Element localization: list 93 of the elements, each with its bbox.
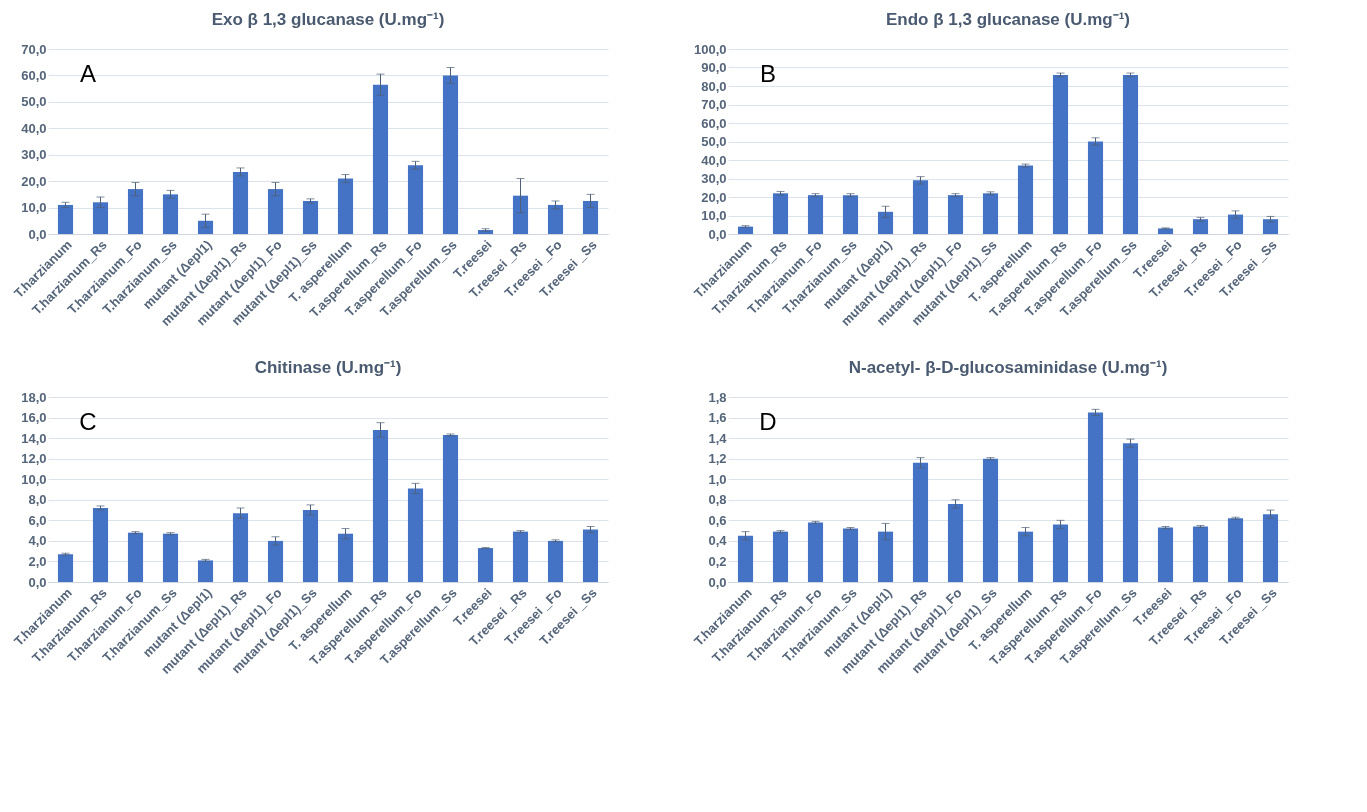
bar	[842, 528, 859, 582]
bar	[1052, 74, 1069, 234]
bar	[337, 178, 354, 234]
y-tick-label: 60,0	[701, 115, 727, 131]
y-tick-label: 80,0	[701, 78, 727, 94]
y-tick-label: 50,0	[21, 94, 47, 110]
bar	[807, 522, 824, 582]
bar	[162, 194, 179, 234]
chart-title: Chitinase (U.mg⁻¹)	[254, 358, 402, 377]
bar	[512, 195, 529, 234]
bar	[302, 510, 319, 582]
bar	[477, 548, 494, 582]
y-tick-label: 1,2	[708, 451, 727, 467]
bar	[127, 189, 144, 234]
bar	[1262, 514, 1279, 582]
bar	[372, 84, 389, 234]
y-tick-label: 20,0	[701, 189, 727, 205]
bar	[337, 533, 354, 582]
bar	[842, 195, 859, 234]
y-tick-label: 0,4	[708, 533, 728, 549]
bar	[1157, 527, 1174, 582]
y-tick-label: 10,0	[21, 471, 47, 487]
y-tick-label: 14,0	[21, 430, 47, 446]
y-tick-label: 18,0	[21, 389, 47, 405]
bar	[197, 560, 214, 582]
bar	[1017, 531, 1034, 582]
bar	[127, 532, 144, 582]
y-tick-label: 60,0	[21, 67, 47, 83]
y-tick-label: 1,4	[708, 430, 728, 446]
y-tick-label: 0,0	[708, 574, 727, 590]
chart-title: N-acetyl- β-D-glucosaminidase (U.mg⁻¹)	[848, 358, 1168, 377]
y-tick-label: 30,0	[701, 171, 727, 186]
annotation: D	[759, 408, 777, 435]
bar	[912, 462, 929, 582]
bar	[92, 202, 109, 234]
bar	[372, 429, 389, 582]
y-tick-label: 0,8	[708, 492, 727, 508]
y-tick-label: 2,0	[28, 553, 47, 569]
y-tick-label: 0,0	[28, 226, 47, 242]
bar	[407, 488, 424, 582]
annotation: C	[79, 408, 97, 435]
y-tick-label: 100,0	[693, 41, 727, 57]
y-tick-label: 90,0	[701, 60, 727, 75]
chart-title: Endo β 1,3 glucanase (U.mg⁻¹)	[885, 10, 1131, 29]
bar	[547, 540, 564, 582]
y-tick-label: 6,0	[28, 512, 47, 528]
y-tick-label: 20,0	[21, 173, 47, 189]
bar	[442, 435, 459, 582]
bar	[582, 529, 599, 582]
y-tick-label: 1,8	[708, 389, 727, 405]
y-tick-label: 10,0	[21, 200, 47, 216]
y-tick-label: 50,0	[701, 134, 727, 149]
y-tick-label: 1,0	[708, 471, 727, 487]
y-tick-label: 8,0	[28, 492, 47, 508]
y-tick-label: 40,0	[701, 152, 727, 168]
bar	[162, 533, 179, 582]
y-tick-label: 0,0	[28, 574, 47, 590]
bar	[1227, 518, 1244, 582]
bar	[877, 531, 894, 582]
bar	[772, 531, 789, 582]
bar	[947, 195, 964, 234]
y-tick-label: 40,0	[21, 120, 47, 136]
bar	[1052, 524, 1069, 582]
annotation: A	[79, 60, 97, 87]
bar	[267, 189, 284, 234]
bar	[1122, 74, 1139, 234]
bar	[1192, 526, 1209, 582]
y-tick-label: 30,0	[21, 147, 47, 163]
annotation: B	[759, 60, 777, 87]
bar	[232, 513, 249, 582]
chart-title: Exo β 1,3 glucanase (U.mg⁻¹)	[211, 10, 445, 29]
bar	[442, 75, 459, 234]
bar	[1122, 443, 1139, 582]
y-tick-label: 4,0	[28, 533, 47, 549]
bar	[982, 193, 999, 234]
y-tick-label: 12,0	[21, 451, 47, 467]
y-tick-label: 10,0	[701, 208, 727, 223]
y-tick-label: 0,0	[708, 226, 727, 242]
bar	[582, 200, 599, 234]
bar	[807, 195, 824, 234]
bar	[512, 531, 529, 582]
bar	[57, 554, 74, 582]
y-tick-label: 0,2	[708, 553, 727, 569]
y-tick-label: 0,6	[708, 512, 727, 528]
bar	[1017, 165, 1034, 234]
y-tick-label: 1,6	[708, 410, 727, 426]
y-tick-label: 70,0	[21, 41, 47, 57]
y-tick-label: 70,0	[701, 97, 727, 112]
bar	[407, 165, 424, 234]
y-tick-label: 16,0	[21, 410, 47, 426]
bar	[982, 458, 999, 582]
bar	[877, 211, 894, 234]
bar	[302, 200, 319, 234]
